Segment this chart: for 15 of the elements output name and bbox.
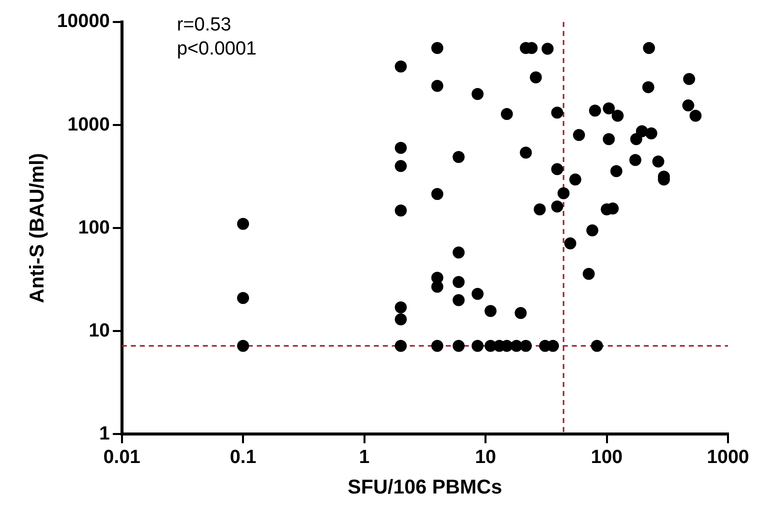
x-axis-title: SFU/106 PBMCs [348, 476, 502, 499]
y-tick-label: 10000 [56, 11, 110, 32]
y-tick-label: 100 [78, 217, 110, 238]
x-tick-label: 100 [590, 446, 623, 468]
x-tick-label: 10 [474, 446, 496, 468]
annotation: p<0.0001 [176, 38, 257, 60]
x-tick-label: 1 [359, 446, 370, 468]
x-tick-label: 0.1 [230, 446, 257, 468]
y-tick-label: 1000 [68, 114, 110, 136]
y-axis-title: Anti-S (BAU/ml) [26, 153, 49, 304]
y-tick-label: 1 [99, 423, 110, 444]
x-tick-label: 0.01 [103, 446, 141, 468]
annotation: r=0.53 [176, 14, 232, 36]
x-tick-label: 1000 [706, 446, 750, 468]
y-tick-label: 10 [88, 320, 110, 342]
